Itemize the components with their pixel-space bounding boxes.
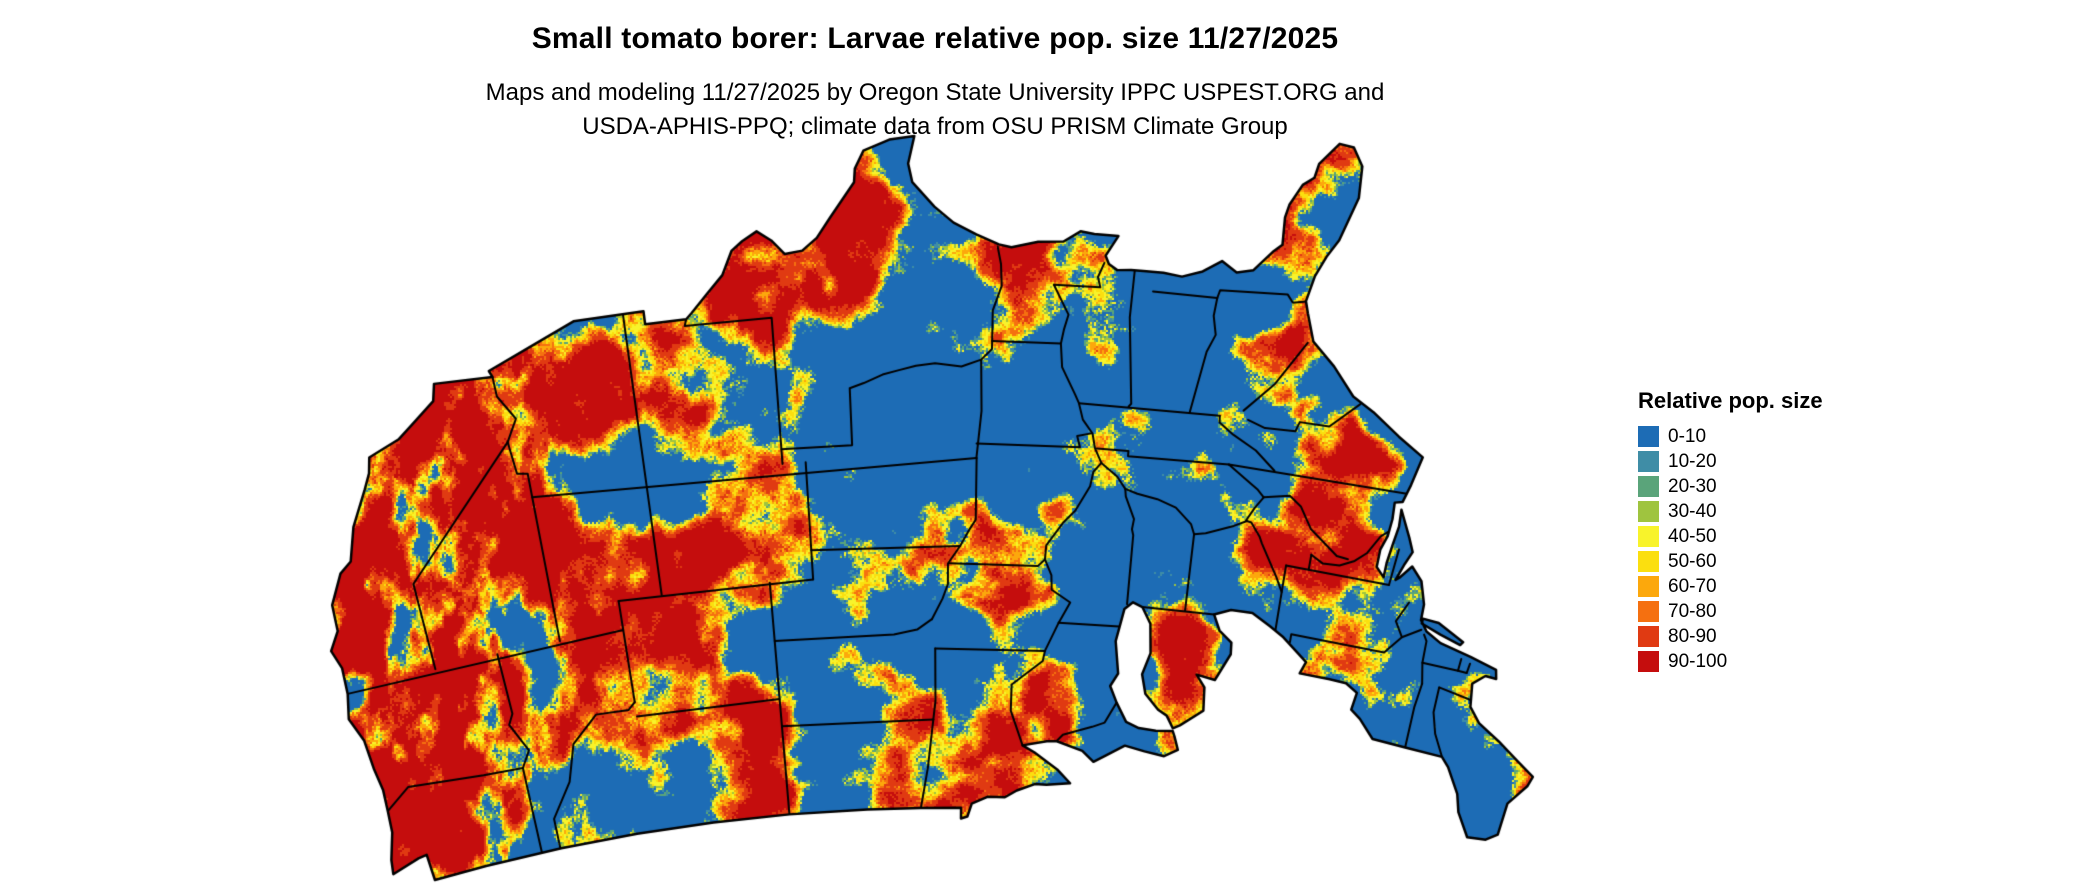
legend-swatch [1638, 426, 1659, 447]
legend-swatch [1638, 451, 1659, 472]
legend-label: 50-60 [1668, 551, 1717, 572]
legend-label: 70-80 [1668, 601, 1717, 622]
map-header: Small tomato borer: Larvae relative pop.… [260, 22, 1610, 144]
legend-label: 30-40 [1668, 501, 1717, 522]
subtitle-line-1: Maps and modeling 11/27/2025 by Oregon S… [485, 79, 1385, 106]
us-map [262, 128, 1602, 888]
legend-item: 40-50 [1638, 524, 1878, 549]
legend-swatch [1638, 601, 1659, 622]
legend-item: 20-30 [1638, 474, 1878, 499]
legend-label: 0-10 [1668, 426, 1707, 447]
subtitle: Maps and modeling 11/27/2025 by Oregon S… [260, 76, 1610, 144]
legend-item: 70-80 [1638, 599, 1878, 624]
legend-item: 90-100 [1638, 649, 1878, 674]
legend-label: 80-90 [1668, 626, 1717, 647]
legend-label: 20-30 [1668, 476, 1717, 497]
legend-item: 30-40 [1638, 499, 1878, 524]
legend-item: 0-10 [1638, 424, 1878, 449]
legend-swatch [1638, 526, 1659, 547]
legend-swatch [1638, 651, 1659, 672]
legend-label: 90-100 [1668, 651, 1728, 672]
legend-label: 40-50 [1668, 526, 1717, 547]
legend-swatch [1638, 626, 1659, 647]
legend-item: 80-90 [1638, 624, 1878, 649]
page-title: Small tomato borer: Larvae relative pop.… [531, 22, 1339, 55]
legend-swatch [1638, 551, 1659, 572]
legend-swatch [1638, 476, 1659, 497]
legend-swatch [1638, 501, 1659, 522]
us-map-canvas [262, 128, 1602, 888]
legend-label: 10-20 [1668, 451, 1717, 472]
legend-swatch [1638, 576, 1659, 597]
legend-item: 60-70 [1638, 574, 1878, 599]
legend: Relative pop. size 0-10 10-20 20-30 30-40 40… [1638, 388, 1878, 674]
legend-title: Relative pop. size [1638, 388, 1823, 413]
legend-label: 60-70 [1668, 576, 1717, 597]
legend-item: 50-60 [1638, 549, 1878, 574]
legend-items: 0-10 10-20 20-30 30-40 40-50 50-60 60-70 70-80 8… [1638, 424, 1878, 674]
legend-item: 10-20 [1638, 449, 1878, 474]
